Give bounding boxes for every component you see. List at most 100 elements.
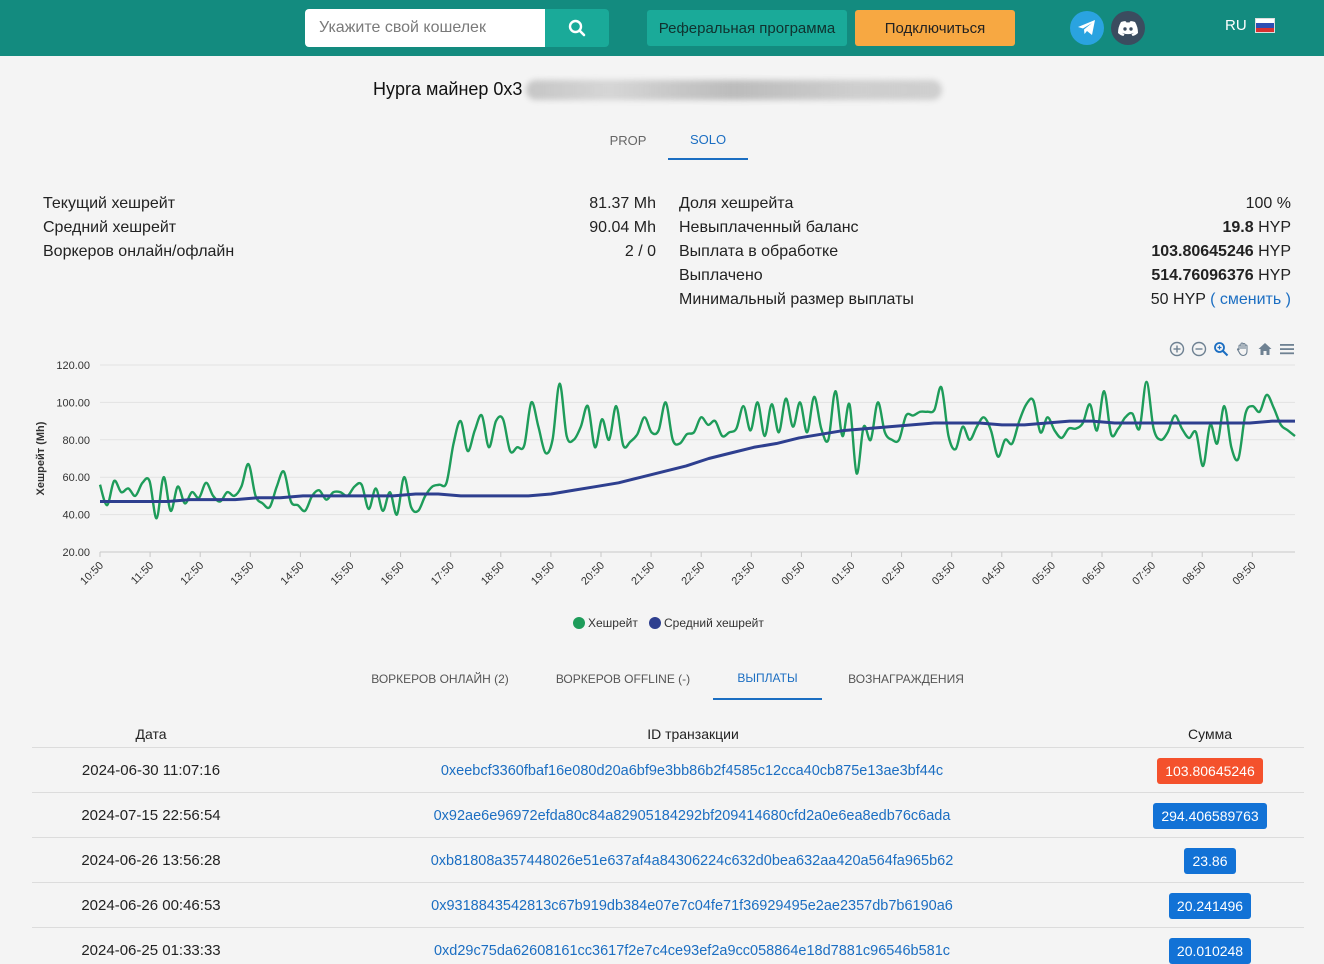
payout-date: 2024-07-15 22:56:54	[81, 807, 221, 824]
stat-pending-payout: Выплата в обработке 103.80645246 HYP	[679, 241, 1291, 263]
paren-open: (	[1210, 291, 1216, 308]
redacted-wallet-address	[526, 80, 942, 100]
table-row: 2024-06-26 13:56:28 0xb81808a357448026e5…	[32, 837, 1304, 882]
tab-rewards[interactable]: ВОЗНАГРАЖДЕНИЯ	[848, 672, 964, 686]
table-row: 2024-07-15 22:56:54 0x92ae6e96972efda80c…	[32, 792, 1304, 837]
stat-paid-total: Выплачено 514.76096376 HYP	[679, 265, 1291, 287]
stat-unpaid-balance: Невыплаченный баланс 19.8 HYP	[679, 217, 1291, 239]
tab-workers-offline[interactable]: ВОРКЕРОВ OFFLINE (-)	[555, 672, 691, 686]
x-tick-label: 03:50	[930, 560, 958, 588]
paren-close: )	[1285, 291, 1291, 308]
stat-label: Выплата в обработке	[679, 243, 839, 260]
x-tick-label: 10:50	[78, 560, 106, 588]
legend-marker	[649, 617, 661, 629]
hand-icon	[1236, 342, 1248, 357]
selection-zoom-button[interactable]	[1212, 340, 1230, 358]
amount-cell: 20.241496	[1110, 883, 1310, 928]
x-tick-label: 04:50	[980, 560, 1008, 588]
tab-workers-online[interactable]: ВОРКЕРОВ ОНЛАЙН (2)	[371, 672, 509, 686]
min-payout-value: 50 HYP	[1150, 291, 1206, 308]
stat-value: 81.37 Mh	[589, 195, 656, 212]
menu-icon	[1280, 344, 1294, 355]
legend-marker	[573, 617, 585, 629]
stat-value: 100 %	[1245, 195, 1291, 212]
wallet-search-input[interactable]	[305, 9, 545, 47]
payout-date: 2024-06-25 01:33:33	[81, 942, 221, 959]
discord-link[interactable]	[1111, 11, 1145, 45]
x-tick-label: 20:50	[579, 560, 607, 588]
telegram-icon	[1078, 20, 1095, 35]
stat-hashrate-share: Доля хешрейта 100 %	[679, 193, 1291, 215]
transaction-link[interactable]: 0x9318843542813c67b919db384e07e7c04fe71f…	[431, 897, 953, 914]
x-tick-label: 23:50	[729, 560, 757, 588]
discord-icon	[1118, 20, 1138, 36]
stat-min-payout: Минимальный размер выплаты 50 HYP ( смен…	[679, 289, 1291, 311]
chart-menu-button[interactable]	[1278, 340, 1296, 358]
amount-cell: 23.86	[1110, 838, 1310, 883]
transaction-link[interactable]: 0xb81808a357448026e51e637af4a84306224c63…	[430, 852, 954, 869]
stat-workers-online-offline: Воркеров онлайн/офлайн 2 / 0	[43, 241, 656, 263]
x-tick-label: 21:50	[629, 560, 657, 588]
magnifier-icon	[1214, 342, 1229, 357]
stat-label: Текущий хешрейт	[43, 195, 176, 212]
search-icon	[568, 19, 586, 37]
x-tick-label: 01:50	[830, 560, 858, 588]
legend-label: Средний хешрейт	[664, 616, 764, 630]
amount-cell: 294.406589763	[1110, 793, 1310, 838]
zoom-in-icon	[1169, 341, 1185, 357]
series-line-average-hashrate	[100, 419, 1295, 504]
amount-badge: 103.80645246	[1157, 757, 1263, 784]
search-button[interactable]	[545, 9, 609, 47]
amount-badge: 23.86	[1184, 847, 1236, 874]
payout-date: 2024-06-26 00:46:53	[81, 897, 221, 914]
tab-solo[interactable]: SOLO	[668, 120, 748, 160]
x-tick-label: 15:50	[329, 560, 357, 588]
x-tick-label: 16:50	[379, 560, 407, 588]
transaction-link[interactable]: 0x92ae6e96972efda80c84a82905184292bf2094…	[433, 807, 951, 824]
stat-value: 50 HYP ( сменить )	[1151, 291, 1291, 309]
unpaid-unit: HYP	[1258, 219, 1291, 236]
pending-unit: HYP	[1258, 243, 1291, 260]
amount-cell: 20.010248	[1110, 928, 1310, 964]
hashrate-chart: 20.00 40.00 60.00 80.00 100.00 120.00 Хешрейт …	[35, 360, 1296, 630]
x-tick-label: 22:50	[679, 560, 707, 588]
top-navbar: Реферальная программа Подключиться RU	[0, 0, 1324, 56]
transaction-link[interactable]: 0xd29c75da62608161cc3617f2e7c4ce93ef2a9c…	[433, 942, 951, 959]
tab-prop[interactable]: PROP	[609, 132, 647, 148]
column-header-date: Дата	[135, 726, 167, 742]
language-selector[interactable]: RU	[1225, 17, 1275, 34]
y-tick-label: 20.00	[62, 547, 90, 559]
telegram-link[interactable]	[1070, 11, 1104, 45]
y-axis-title: Хешрейт (Mh)	[35, 421, 47, 495]
referral-program-button[interactable]: Реферальная программа	[647, 10, 847, 46]
stat-label: Средний хешрейт	[43, 219, 177, 236]
column-header-tx: ID транзакции	[647, 726, 739, 742]
y-tick-label: 60.00	[62, 472, 90, 484]
stat-value: 90.04 Mh	[589, 219, 656, 236]
y-tick-label: 80.00	[62, 435, 90, 447]
amount-badge: 294.406589763	[1153, 802, 1267, 829]
wallet-search	[305, 9, 609, 47]
tab-payouts[interactable]: ВЫПЛАТЫ	[713, 658, 822, 700]
zoom-in-button[interactable]	[1168, 340, 1186, 358]
table-row: 2024-06-25 01:33:33 0xd29c75da62608161cc…	[32, 927, 1304, 964]
transaction-link[interactable]: 0xeebcf3360fbaf16e080d20a6bf9e3bb86b2f45…	[440, 762, 944, 779]
pending-amount: 103.80645246	[1151, 243, 1254, 260]
zoom-out-button[interactable]	[1190, 340, 1208, 358]
change-min-payout-link[interactable]: сменить	[1219, 291, 1282, 308]
unpaid-amount: 19.8	[1222, 219, 1254, 236]
chart-toolbar	[1168, 338, 1298, 360]
x-tick-label: 07:50	[1130, 560, 1158, 588]
payout-date: 2024-06-30 11:07:16	[81, 762, 221, 779]
amount-cell: 103.80645246	[1110, 748, 1310, 793]
reset-zoom-button[interactable]	[1256, 340, 1274, 358]
home-icon	[1258, 343, 1272, 355]
payout-date: 2024-06-26 13:56:28	[81, 852, 221, 869]
stat-label: Минимальный размер выплаты	[679, 291, 914, 308]
connect-button[interactable]: Подключиться	[855, 10, 1015, 46]
paid-amount: 514.76096376	[1151, 267, 1254, 284]
stat-current-hashrate: Текущий хешрейт 81.37 Mh	[43, 193, 656, 215]
pan-button[interactable]	[1234, 340, 1252, 358]
legend-label: Хешрейт	[588, 616, 638, 630]
y-tick-label: 120.00	[56, 360, 90, 372]
